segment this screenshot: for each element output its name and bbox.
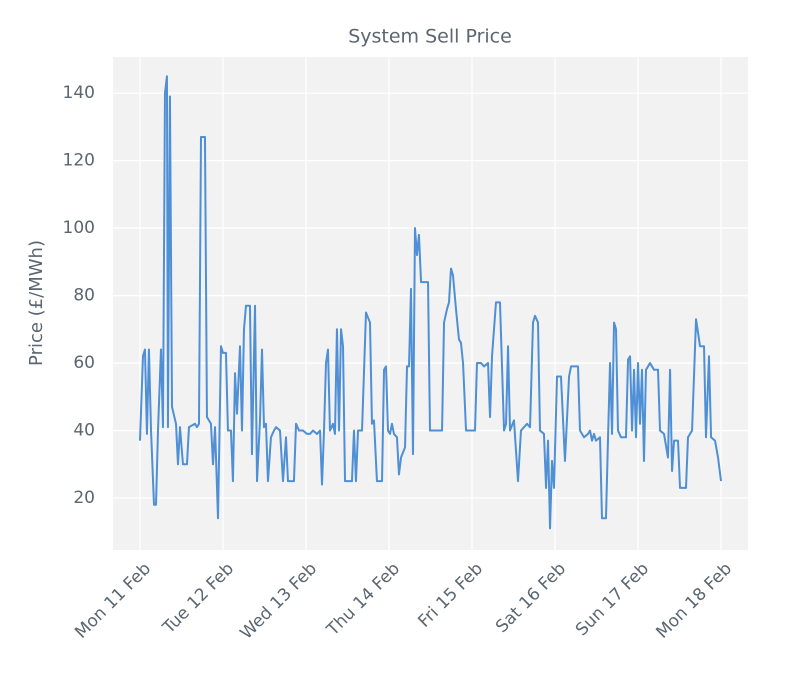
- y-tick-label: 40: [73, 421, 95, 441]
- x-tick-label: Thu 14 Feb: [322, 559, 404, 641]
- x-tick-label: Tue 12 Feb: [158, 559, 238, 639]
- y-tick-label: 140: [63, 83, 95, 103]
- x-tick-label: Fri 15 Feb: [414, 559, 487, 632]
- plot-area: [113, 57, 748, 550]
- y-tick-label: 120: [63, 151, 95, 171]
- x-tick-label: Sun 17 Feb: [572, 559, 653, 640]
- y-tick-label: 20: [73, 488, 95, 508]
- x-tick-label: Mon 11 Feb: [71, 559, 155, 643]
- series-line: [138, 75, 723, 530]
- chart-title: System Sell Price: [348, 26, 512, 48]
- y-axis-label: Price (£/MWh): [26, 240, 47, 366]
- x-tick-label: Sat 16 Feb: [492, 559, 570, 637]
- y-tick-label: 60: [73, 353, 95, 373]
- x-tick-label: Wed 13 Feb: [236, 559, 321, 644]
- x-tick-label: Mon 18 Feb: [652, 559, 736, 643]
- y-tick-label: 80: [73, 286, 95, 306]
- y-tick-label: 100: [63, 218, 95, 238]
